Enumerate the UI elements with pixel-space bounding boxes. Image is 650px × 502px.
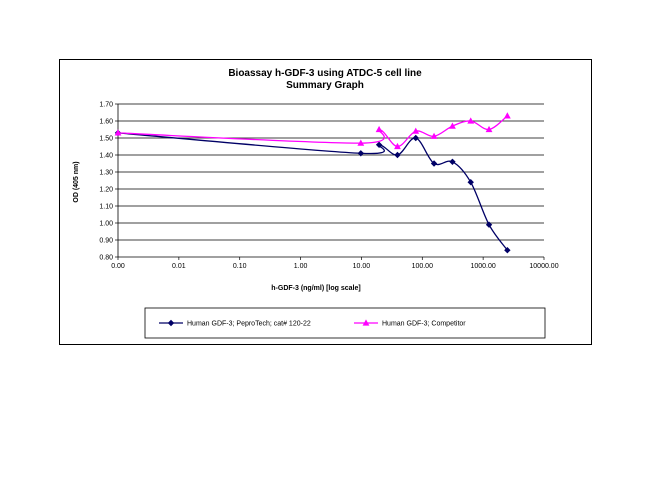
y-tick-label: 0.80	[99, 255, 113, 262]
grid-lines	[118, 103, 544, 241]
x-axis-label: h-GDF-3 (ng/ml) [log scale]	[271, 285, 360, 292]
x-tick-label: 1.00	[294, 263, 308, 270]
y-axis-label: OD (405 nm)	[73, 161, 80, 202]
series-1	[114, 129, 511, 254]
data-point	[375, 141, 383, 148]
y-tick-label: 1.20	[99, 187, 113, 194]
legend-marker	[362, 319, 370, 326]
data-point	[504, 247, 511, 254]
y-tick-labels: 0.80 0.90 1.00 1.10 1.20 1.30 1.40 1.50 1.60 1.70	[99, 102, 113, 262]
legend-label: Human GDF-3; Competitor	[382, 321, 466, 328]
legend-marker	[167, 319, 175, 327]
x-tick-label: 10.00	[353, 263, 371, 270]
data-point	[430, 160, 438, 167]
x-tick-label: 0.01	[172, 263, 186, 270]
y-tick-label: 1.60	[99, 119, 113, 126]
x-tick-labels: 0.00 0.01 0.10 1.00 10.00 100.00 1000.00 10000.…	[111, 263, 559, 270]
data-point	[449, 158, 456, 165]
x-tick-label: 10000.00	[529, 263, 558, 270]
chart-frame	[59, 59, 592, 345]
chart-subtitle: Summary Graph	[286, 80, 364, 91]
data-point	[503, 112, 511, 119]
data-point	[394, 142, 401, 150]
legend: Human GDF-3; PeproTech; cat# 120-22 Human…	[159, 319, 466, 328]
data-point	[485, 221, 493, 228]
legend-box	[144, 307, 546, 339]
x-tick-label: 0.00	[111, 263, 125, 270]
series-layer	[114, 112, 511, 254]
data-point	[430, 132, 438, 139]
x-tick-label: 1000.00	[470, 263, 495, 270]
y-tick-label: 1.70	[99, 102, 113, 109]
legend-item-2: Human GDF-3; Competitor	[354, 319, 466, 328]
data-point	[375, 125, 383, 133]
series-line	[117, 115, 508, 148]
data-point	[485, 125, 493, 133]
data-point	[114, 129, 122, 136]
chart-title: Bioassay h-GDF-3 using ATDC-5 cell line	[228, 68, 422, 79]
y-tick-label: 1.40	[99, 153, 113, 160]
data-point	[467, 179, 474, 186]
series-2	[114, 112, 511, 150]
legend-item-1: Human GDF-3; PeproTech; cat# 120-22	[159, 319, 311, 328]
data-point	[467, 117, 475, 124]
series-line	[117, 132, 508, 251]
y-tick-label: 1.10	[99, 204, 113, 211]
legend-label: Human GDF-3; PeproTech; cat# 120-22	[187, 321, 311, 328]
y-tick-label: 1.00	[99, 221, 113, 228]
x-tick-label: 0.10	[233, 263, 247, 270]
data-point	[394, 151, 401, 159]
data-point	[357, 150, 365, 157]
y-tick-label: 1.30	[99, 170, 113, 177]
data-point	[449, 122, 456, 129]
x-tick-label: 100.00	[412, 263, 434, 270]
axes	[115, 103, 545, 260]
y-tick-label: 1.50	[99, 136, 113, 143]
data-point	[357, 139, 365, 146]
data-point	[412, 134, 419, 142]
y-tick-label: 0.90	[99, 238, 113, 245]
data-point	[412, 127, 420, 134]
